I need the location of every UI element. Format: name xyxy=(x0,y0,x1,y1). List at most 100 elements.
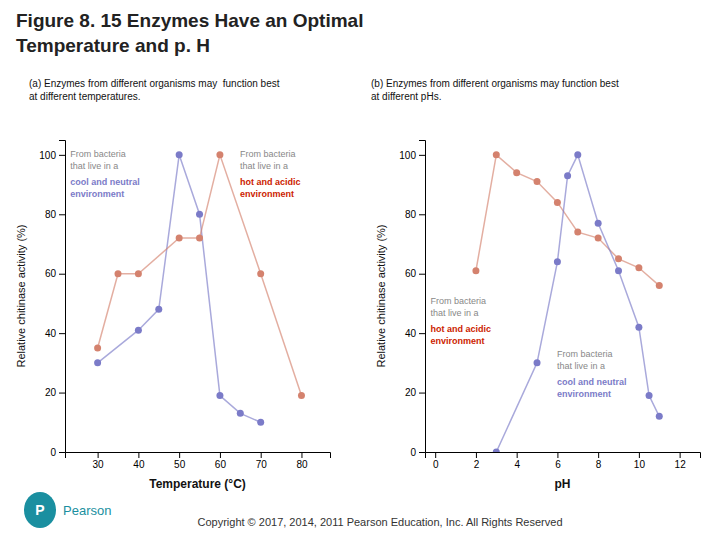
plot: 304050607080020406080100 xyxy=(39,141,330,471)
x-tick: 4 xyxy=(514,452,520,470)
tick-label: 60 xyxy=(215,459,227,470)
annotation: From bacteriathat live in a xyxy=(557,349,613,371)
tick-label: 80 xyxy=(296,459,308,470)
y-axis-title: Relative chitinase activity (%) xyxy=(15,224,27,367)
data-point xyxy=(595,220,602,227)
text-line: From bacteria xyxy=(70,149,126,159)
tick-mark xyxy=(261,452,262,458)
axis-line xyxy=(66,453,331,459)
tick-mark xyxy=(419,452,425,453)
text-line: that live in a xyxy=(240,161,288,171)
x-tick: 8 xyxy=(596,452,602,470)
data-point xyxy=(298,392,305,399)
tick-label: 20 xyxy=(405,387,417,398)
data-point xyxy=(646,392,653,399)
data-point xyxy=(257,419,264,426)
tick-label: 30 xyxy=(93,459,105,470)
data-point xyxy=(554,258,561,265)
data-point xyxy=(115,270,122,277)
data-point xyxy=(94,345,101,352)
x-tick: 40 xyxy=(133,452,145,470)
annotation: From bacteriathat live in a xyxy=(70,149,126,171)
tick-label: 80 xyxy=(405,209,417,220)
tick-mark xyxy=(419,333,425,334)
series-points xyxy=(94,151,305,399)
data-point xyxy=(216,392,223,399)
y-tick: 60 xyxy=(405,268,425,279)
x-tick: 0 xyxy=(433,452,439,470)
y-tick: 80 xyxy=(45,209,65,220)
data-point xyxy=(135,327,142,334)
data-point xyxy=(635,324,642,331)
tick-mark xyxy=(138,452,139,458)
text-line: cool and neutral xyxy=(557,377,627,387)
tick-mark xyxy=(435,452,436,458)
data-point xyxy=(472,267,479,274)
x-tick: 2 xyxy=(474,452,480,470)
text-line: From bacteria xyxy=(557,349,613,359)
tick-label: 8 xyxy=(596,459,602,470)
y-tick: 40 xyxy=(45,328,65,339)
annotation: From bacteriathat live in a xyxy=(240,149,296,171)
tick-label: 40 xyxy=(405,328,417,339)
series-line xyxy=(98,155,302,396)
tick-mark xyxy=(476,452,477,458)
tick-mark xyxy=(98,452,99,458)
annotation: From bacteriathat live in a xyxy=(431,296,487,318)
tick-mark xyxy=(639,452,640,458)
x-tick: 60 xyxy=(215,452,227,470)
y-tick: 0 xyxy=(50,447,65,458)
x-axis: 024681012 xyxy=(426,452,701,470)
tick-label: 0 xyxy=(410,447,416,458)
tick-mark xyxy=(557,452,558,458)
data-point xyxy=(237,410,244,417)
tick-mark xyxy=(419,274,425,275)
text-line: environment xyxy=(240,189,294,199)
y-tick: 0 xyxy=(410,447,425,458)
tick-label: 6 xyxy=(555,459,561,470)
data-point xyxy=(534,178,541,185)
tick-mark xyxy=(59,214,65,215)
tick-mark xyxy=(179,452,180,458)
text-line: hot and acidic xyxy=(240,177,301,187)
tick-mark xyxy=(59,452,65,453)
chart-root: Figure 8. 15 Enzymes Have an OptimalTemp… xyxy=(0,0,720,540)
text-line: environment xyxy=(70,189,124,199)
tick-mark xyxy=(301,452,302,458)
tick-mark xyxy=(59,274,65,275)
tick-label: 50 xyxy=(174,459,186,470)
data-point xyxy=(615,255,622,262)
data-point xyxy=(196,211,203,218)
annotation: hot and acidicenvironment xyxy=(431,324,492,346)
text-line: Temperature and p. H xyxy=(16,35,210,56)
tick-mark xyxy=(59,333,65,334)
x-tick: 50 xyxy=(174,452,186,470)
y-tick: 20 xyxy=(405,387,425,398)
marks xyxy=(94,151,305,425)
tick-label: 40 xyxy=(133,459,145,470)
tick-label: 20 xyxy=(45,387,57,398)
y-tick: 60 xyxy=(45,268,65,279)
text-line: cool and neutral xyxy=(70,177,140,187)
tick-mark xyxy=(59,393,65,394)
tick-label: 40 xyxy=(45,328,57,339)
data-point xyxy=(94,359,101,366)
text-line: that live in a xyxy=(431,308,479,318)
subtitle: (a) Enzymes from different organisms may… xyxy=(29,78,280,102)
tick-label: 70 xyxy=(256,459,268,470)
data-point xyxy=(554,199,561,206)
data-point xyxy=(176,151,183,158)
text-line: environment xyxy=(557,389,611,399)
x-axis-title: pH xyxy=(555,477,571,491)
x-tick: 80 xyxy=(296,452,308,470)
tick-label: 100 xyxy=(399,150,416,161)
data-point xyxy=(196,235,203,242)
data-point xyxy=(635,264,642,271)
logo-letter: P xyxy=(35,502,44,518)
series-points xyxy=(472,151,662,289)
data-point xyxy=(493,151,500,158)
data-point xyxy=(615,267,622,274)
annotation: cool and neutral environment xyxy=(70,177,140,199)
brand-name: Pearson xyxy=(63,503,111,518)
logo-badge xyxy=(24,492,56,528)
